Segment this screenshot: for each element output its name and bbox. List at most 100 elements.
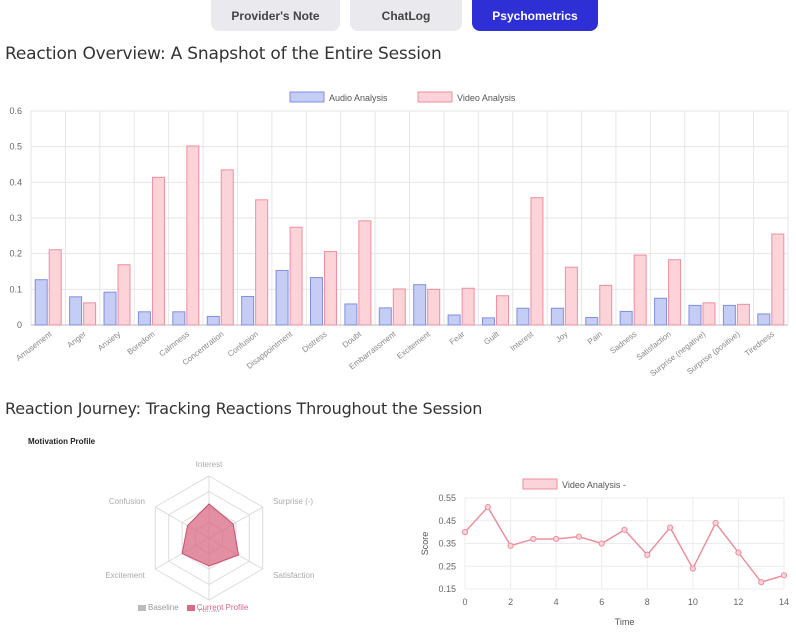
video-analysis-point <box>621 526 628 533</box>
video-analysis-point <box>461 529 469 536</box>
audio-bar-disappointment <box>275 269 289 326</box>
x-tick-label: Calmness <box>157 329 191 358</box>
radar-legend-current-label: Current Profile <box>196 603 249 612</box>
video-bar-doubt <box>358 220 372 326</box>
radar-axis-label: Confusion <box>109 497 145 506</box>
x-tick-label: Anger <box>65 329 88 349</box>
line-y-tick-label: 0.15 <box>438 584 456 594</box>
video-bar-joy <box>564 266 578 326</box>
video-analysis-point <box>575 533 583 540</box>
radar-axis-label: Surprise (-) <box>273 497 313 506</box>
video-analysis-point <box>780 572 788 579</box>
radar-current-profile-area <box>181 503 240 567</box>
x-tick-label: Confusion <box>226 329 260 358</box>
x-tick-label: Guilt <box>482 329 501 347</box>
video-analysis-point <box>666 524 674 531</box>
x-tick-label: Amusement <box>14 329 54 363</box>
current-swatch-icon <box>186 604 195 611</box>
x-tick-label: Doubt <box>341 329 364 350</box>
video-analysis-line-chart: Video Analysis - 0.15 0.25 0.35 0.45 0.55 0 2 4 6… <box>420 478 789 627</box>
audio-bar-surprise-positive- <box>722 304 736 326</box>
line-x-tick-label: 8 <box>645 597 650 607</box>
line-x-tick-label: 4 <box>554 597 559 607</box>
audio-bar-tiredness <box>757 313 771 326</box>
video-bar-anger <box>83 302 97 326</box>
radar-axis-label: Doubt <box>198 608 220 612</box>
video-analysis-point <box>712 519 719 527</box>
tab-psychometrics[interactable]: Psychometrics <box>472 0 598 31</box>
reaction-journey-title: Reaction Journey: Tracking Reactions Thr… <box>5 399 483 418</box>
baseline-swatch-icon <box>138 604 146 611</box>
video-analysis-point <box>507 542 514 549</box>
video-bar-anxiety <box>117 264 131 326</box>
audio-bar-confusion <box>241 295 255 326</box>
tab-providers-note[interactable]: Provider's Note <box>211 0 340 31</box>
tab-bar: Provider's Note ChatLog Psychometrics <box>211 0 598 31</box>
video-bar-confusion <box>255 199 269 326</box>
audio-bar-anger <box>69 296 83 326</box>
audio-bar-embarrassment <box>378 307 392 326</box>
audio-bar-pain <box>585 317 599 326</box>
line-x-tick-label: 10 <box>688 597 698 607</box>
video-bar-disappointment <box>289 226 303 326</box>
line-x-tick-label: 12 <box>733 597 743 607</box>
radar-legend-current[interactable]: Current Profile <box>186 603 249 612</box>
radar-legend: Baseline Current Profile <box>138 603 248 612</box>
video-bar-calmness <box>186 145 200 326</box>
x-tick-label: Anxiety <box>96 329 122 352</box>
video-analysis-point <box>598 540 605 547</box>
video-bar-interest <box>530 197 544 326</box>
line-x-tick-label: 14 <box>779 597 789 607</box>
tab-chatlog[interactable]: ChatLog <box>350 0 462 31</box>
legend-swatch-audio <box>289 91 325 103</box>
video-bar-tiredness <box>771 233 785 326</box>
x-tick-label: Sadness <box>608 329 638 355</box>
x-tick-label: Excitement <box>395 329 432 361</box>
audio-bar-calmness <box>172 311 186 326</box>
y-tick-label: 0.5 <box>9 142 22 152</box>
video-bar-surprise-negative- <box>702 302 716 326</box>
y-tick-label: 0.2 <box>9 249 22 259</box>
radar-axis-label: Excitement <box>105 571 145 580</box>
line-x-tick-label: 0 <box>462 597 467 607</box>
reaction-overview-bar-chart: Audio Analysis Video Analysis 0 0.1 0.2 0.3 0.… <box>9 91 789 378</box>
x-tick-label: Joy <box>554 329 569 344</box>
radar-legend-baseline-label: Baseline <box>148 603 179 612</box>
x-tick-label: Tiredness <box>743 329 776 358</box>
video-bar-embarrassment <box>392 288 406 326</box>
audio-bar-concentration <box>206 315 220 326</box>
audio-bar-satisfaction <box>654 297 668 326</box>
video-bar-excitement <box>427 288 441 326</box>
line-y-tick-label: 0.25 <box>438 561 456 571</box>
video-analysis-point <box>644 551 651 558</box>
video-analysis-point <box>758 579 765 586</box>
video-analysis-point <box>530 535 537 543</box>
video-analysis-point <box>735 549 742 556</box>
line-legend-swatch <box>522 478 558 490</box>
radar-axis-label: Interest <box>196 460 223 469</box>
legend-swatch-video <box>417 91 453 103</box>
y-tick-label: 0 <box>17 320 22 330</box>
line-y-axis-title: Score <box>420 532 430 556</box>
audio-bar-boredom <box>137 311 151 326</box>
audio-bar-interest <box>516 307 530 326</box>
video-bar-concentration <box>220 169 234 326</box>
audio-bar-fear <box>447 314 461 326</box>
audio-bar-joy <box>550 307 564 326</box>
audio-bar-amusement <box>34 279 48 326</box>
video-bar-amusement <box>48 249 62 326</box>
radar-legend-baseline[interactable]: Baseline <box>138 603 179 612</box>
video-analysis-point <box>689 565 696 572</box>
x-tick-label: Boredom <box>126 329 157 356</box>
audio-bar-anxiety <box>103 291 117 326</box>
line-x-tick-label: 6 <box>599 597 604 607</box>
line-y-tick-label: 0.55 <box>438 493 456 503</box>
x-tick-label: Fear <box>448 329 467 346</box>
y-tick-label: 0.3 <box>9 213 22 223</box>
audio-bar-distress <box>309 277 323 326</box>
video-bar-boredom <box>151 176 165 326</box>
video-bar-guilt <box>496 295 510 326</box>
radar-axis-label: Satisfaction <box>273 571 314 580</box>
line-legend-label: Video Analysis - <box>562 480 626 490</box>
y-tick-label: 0.4 <box>9 177 22 187</box>
